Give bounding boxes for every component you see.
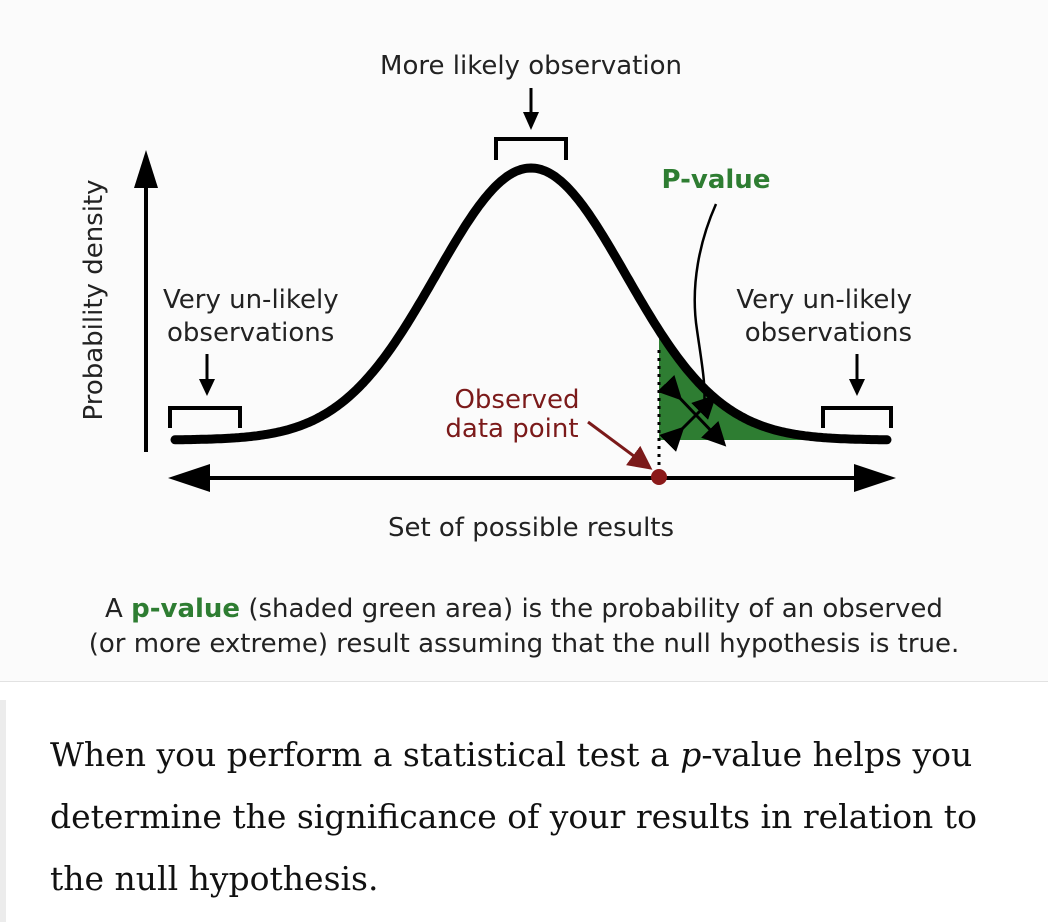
- y-axis-label: Probability density: [79, 179, 109, 420]
- body-paragraph: When you perform a statistical test a p-…: [50, 724, 1025, 910]
- right-tail-bracket: [821, 354, 893, 428]
- paragraph-italic-p: p: [680, 735, 702, 774]
- double-arrow-icon: [657, 375, 727, 452]
- left-tail-bracket: [168, 354, 242, 428]
- bell-curve: [170, 163, 892, 445]
- figure-panel: More likely observation P-value Probabil…: [0, 51, 1048, 682]
- right-unlikely-line1: Very un-likely: [736, 285, 912, 315]
- caption-line1: A p-value (shaded green area) is the pro…: [0, 592, 1048, 627]
- left-unlikely-line2: observations: [167, 318, 334, 348]
- figure-caption: A p-value (shaded green area) is the pro…: [0, 592, 1048, 662]
- observed-label-line1: Observed: [454, 385, 579, 415]
- y-axis: [134, 150, 158, 452]
- peak-bracket: [494, 88, 568, 160]
- more-likely-label: More likely observation: [380, 51, 682, 81]
- x-axis: [168, 464, 896, 492]
- paragraph-left-rule: [0, 700, 6, 922]
- p-value-label: P-value: [662, 165, 771, 195]
- caption-prefix: A: [105, 594, 132, 624]
- paragraph-part2: -value helps you determine the significa…: [50, 735, 977, 898]
- paragraph-part1: When you perform a statistical test a: [50, 735, 681, 774]
- right-unlikely-line2: observations: [745, 318, 912, 348]
- left-unlikely-line1: Very un-likely: [163, 285, 339, 315]
- caption-highlight: p-value: [131, 594, 241, 624]
- observed-data-point: [651, 469, 667, 485]
- observed-pointer: [587, 420, 653, 470]
- p-value-diagram: More likely observation P-value Probabil…: [79, 51, 912, 543]
- observed-label-line2: data point: [445, 414, 578, 444]
- caption-line1-rest: (shaded green area) is the probability o…: [240, 594, 943, 624]
- caption-line2: (or more extreme) result assuming that t…: [88, 629, 960, 659]
- x-axis-label: Set of possible results: [388, 513, 674, 543]
